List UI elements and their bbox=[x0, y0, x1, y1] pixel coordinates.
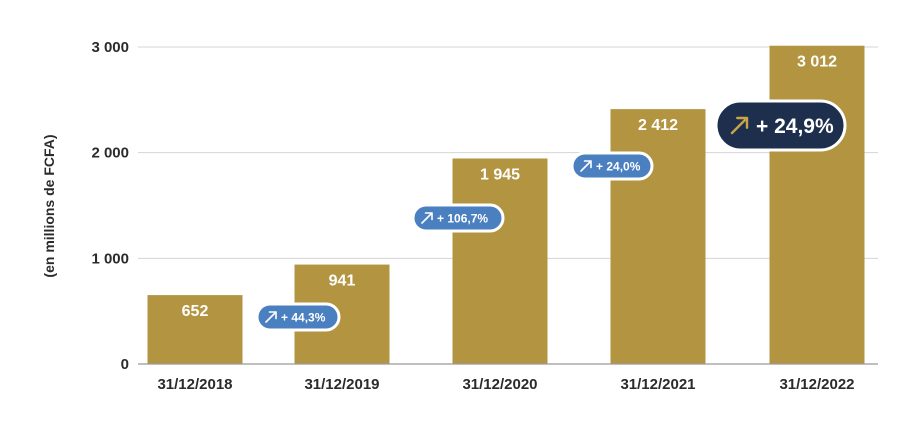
growth-badge bbox=[411, 203, 505, 233]
trend-up-arrow-icon bbox=[265, 311, 277, 323]
growth-badge bbox=[570, 151, 654, 181]
bar-value-label: 3 012 bbox=[797, 54, 837, 71]
bar bbox=[769, 45, 865, 365]
y-axis-label: (en millions de FCFA) bbox=[41, 134, 57, 277]
cagr-badge-label: + 24,9% bbox=[756, 115, 834, 138]
growth-badge bbox=[255, 302, 341, 332]
bar bbox=[147, 295, 243, 364]
growth-badge-label: + 24,0% bbox=[596, 160, 641, 174]
bar-value-label: 941 bbox=[329, 273, 356, 290]
growth-badge-label: + 44,3% bbox=[281, 311, 326, 325]
bar-value-label: 1 945 bbox=[480, 166, 520, 183]
bar bbox=[610, 109, 706, 365]
y-tick-label: 2 000 bbox=[91, 145, 129, 162]
bar-value-label: 2 412 bbox=[638, 117, 678, 134]
y-tick-label: 3 000 bbox=[91, 39, 129, 56]
growth-badge-label: + 106,7% bbox=[437, 212, 488, 226]
bar-value-label: 652 bbox=[182, 303, 209, 320]
x-tick-label: 31/12/2022 bbox=[779, 376, 854, 393]
y-tick-label: 0 bbox=[121, 356, 129, 373]
bar bbox=[452, 158, 548, 364]
x-tick-label: 31/12/2020 bbox=[462, 376, 537, 393]
y-tick-label: 1 000 bbox=[91, 250, 129, 267]
trend-up-arrow-icon bbox=[421, 212, 433, 224]
x-tick-label: 31/12/2018 bbox=[157, 376, 232, 393]
trend-up-arrow-icon bbox=[730, 116, 749, 135]
x-tick-label: 31/12/2021 bbox=[620, 376, 695, 393]
trend-up-arrow-icon bbox=[580, 160, 592, 172]
cagr-badge bbox=[714, 99, 847, 152]
x-tick-label: 31/12/2019 bbox=[304, 376, 379, 393]
